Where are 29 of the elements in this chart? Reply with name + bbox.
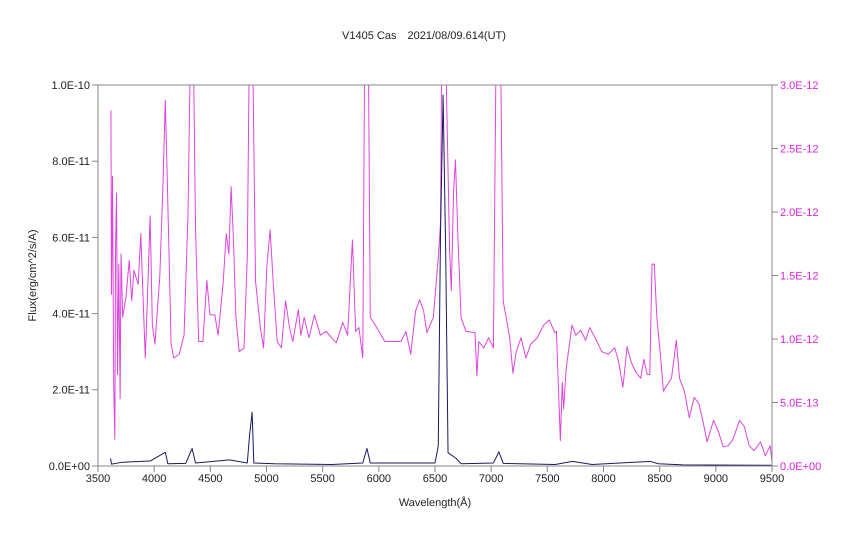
x-tick-label: 9500 — [760, 472, 784, 485]
y2-tick-label: 2.0E-12 — [780, 206, 819, 219]
y2-tick-label: 5.0E-13 — [780, 397, 819, 410]
x-tick-label: 6500 — [422, 472, 448, 485]
x-tick-label: 7000 — [478, 472, 504, 485]
y-tick-label: 2.0E-11 — [52, 384, 90, 397]
x-tick-label: 8000 — [591, 472, 616, 485]
y2-tick-label: 2.5E-12 — [780, 143, 819, 156]
x-tick-label: 7500 — [535, 472, 560, 485]
y2-tick-label: 0.0E+00 — [780, 460, 822, 473]
x-tick-label: 3500 — [86, 472, 110, 485]
x-tick-label: 5500 — [310, 472, 335, 485]
y-axis-title: Flux(erg/cm^2/s/A) — [27, 230, 39, 322]
x-tick-label: 4000 — [142, 472, 166, 485]
y2-tick-label: 1.5E-12 — [780, 270, 819, 282]
x-tick-label: 6000 — [366, 472, 392, 485]
y-tick-label: 4.0E-11 — [52, 308, 90, 321]
y-tick-label: 6.0E-11 — [52, 232, 90, 244]
x-tick-label: 9000 — [704, 472, 728, 485]
y-tick-label: 1.0E-10 — [51, 80, 90, 92]
y2-tick-label: 3.0E-12 — [780, 80, 819, 92]
y2-tick-label: 1.0E-12 — [780, 334, 819, 346]
y-tick-label: 0.0E+00 — [48, 460, 90, 473]
x-axis-title: Wavelength(Å) — [398, 496, 472, 509]
chart-title: V1405 Cas 2021/08/09.614(UT) — [341, 29, 507, 43]
x-tick-label: 4500 — [198, 472, 223, 485]
x-tick-label: 5000 — [254, 472, 279, 485]
x-tick-label: 8500 — [647, 472, 672, 485]
y-tick-label: 8.0E-11 — [52, 156, 90, 168]
